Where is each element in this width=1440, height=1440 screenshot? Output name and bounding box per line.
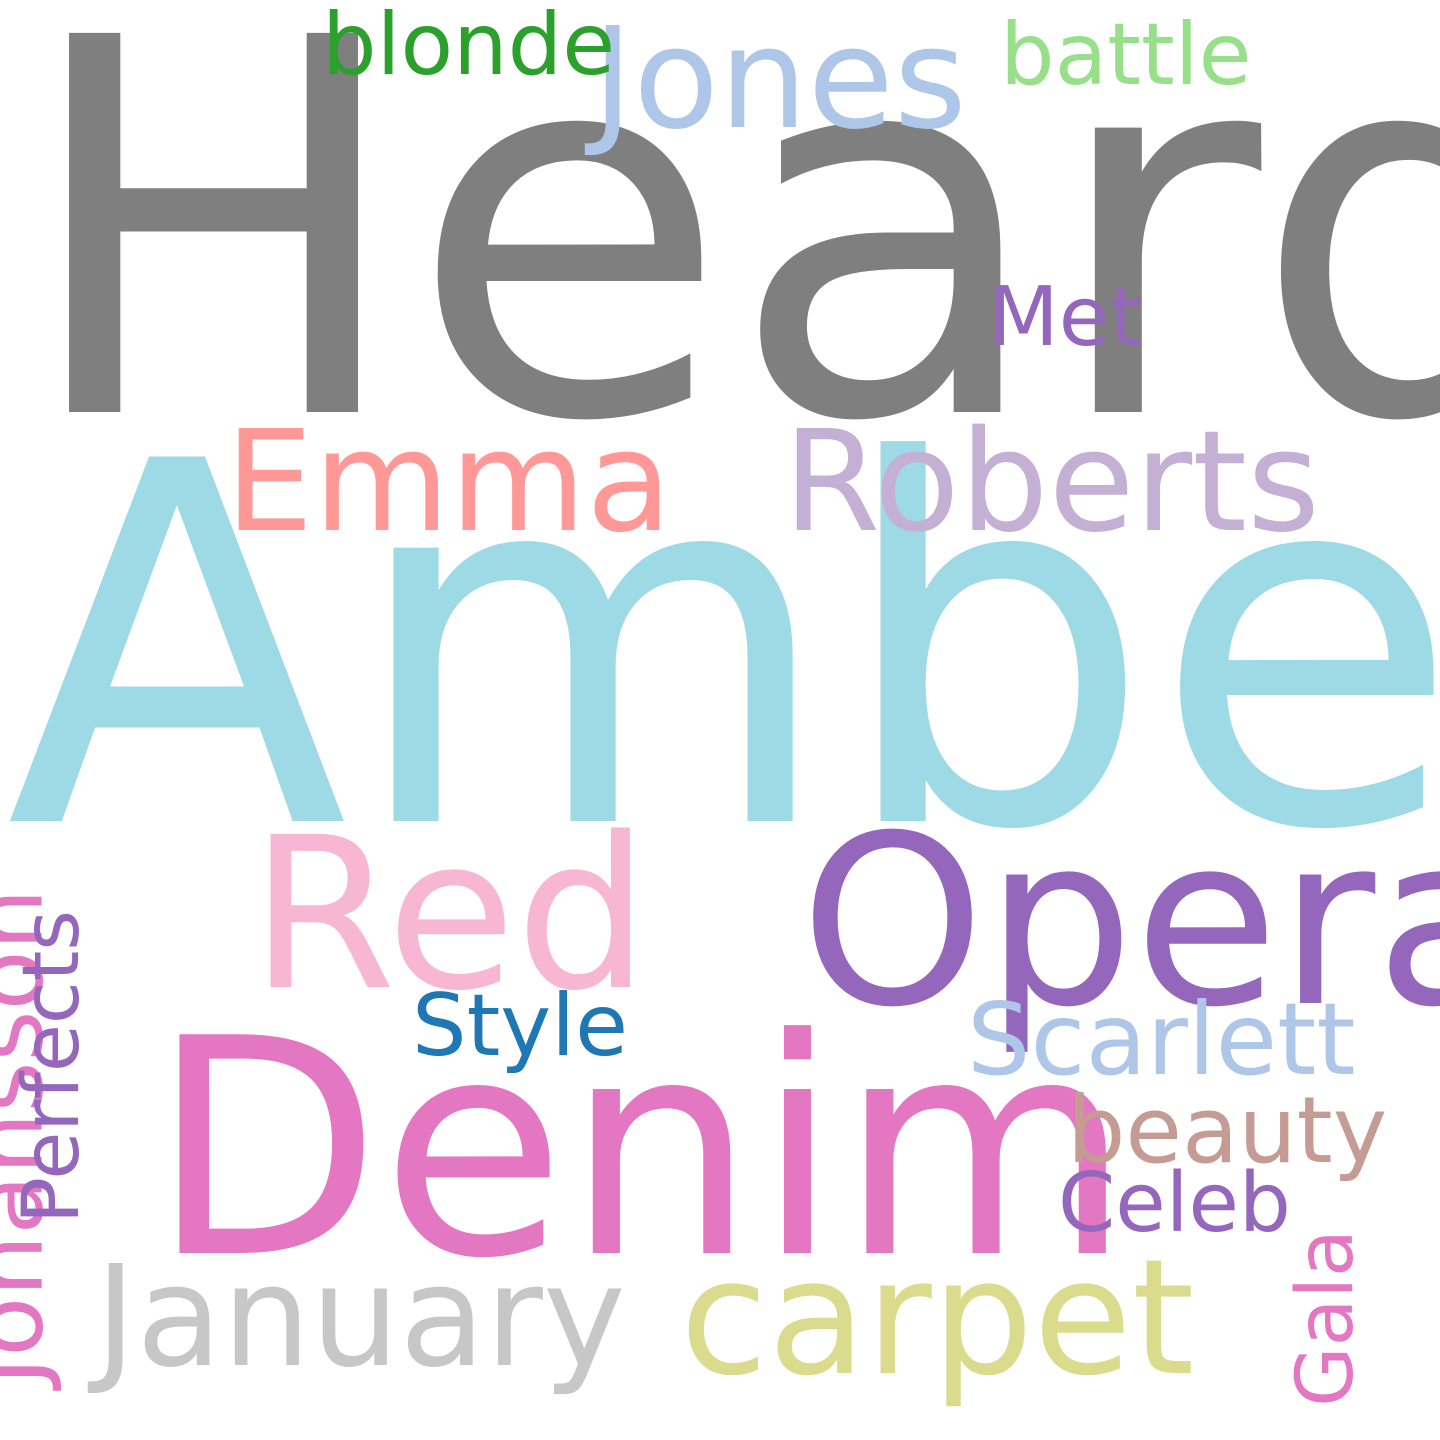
word-emma: Emma (225, 401, 673, 564)
word-january: January (95, 1236, 626, 1399)
word-blonde: blonde (322, 0, 616, 95)
word-jones: Jones (592, 0, 967, 161)
word-carpet: carpet (680, 1224, 1195, 1411)
word-celeb: Celeb (1058, 1156, 1291, 1251)
word-opera: Opera (800, 786, 1440, 1059)
word-beauty: beauty (1067, 1077, 1388, 1184)
word-denim: Denim (150, 975, 1132, 1324)
word-met: Met (988, 270, 1142, 365)
word-roberts: Roberts (783, 401, 1321, 564)
word-scarlett: Scarlett (967, 981, 1356, 1098)
word-perfects: Perfects (6, 910, 97, 1224)
word-battle: battle (1000, 5, 1252, 105)
word-style: Style (412, 976, 629, 1076)
word-amber: Amber (6, 357, 1440, 939)
word-heard: Heard (18, 0, 1440, 535)
word-red: Red (250, 792, 649, 1037)
word-gala: Gala (1280, 1229, 1371, 1407)
